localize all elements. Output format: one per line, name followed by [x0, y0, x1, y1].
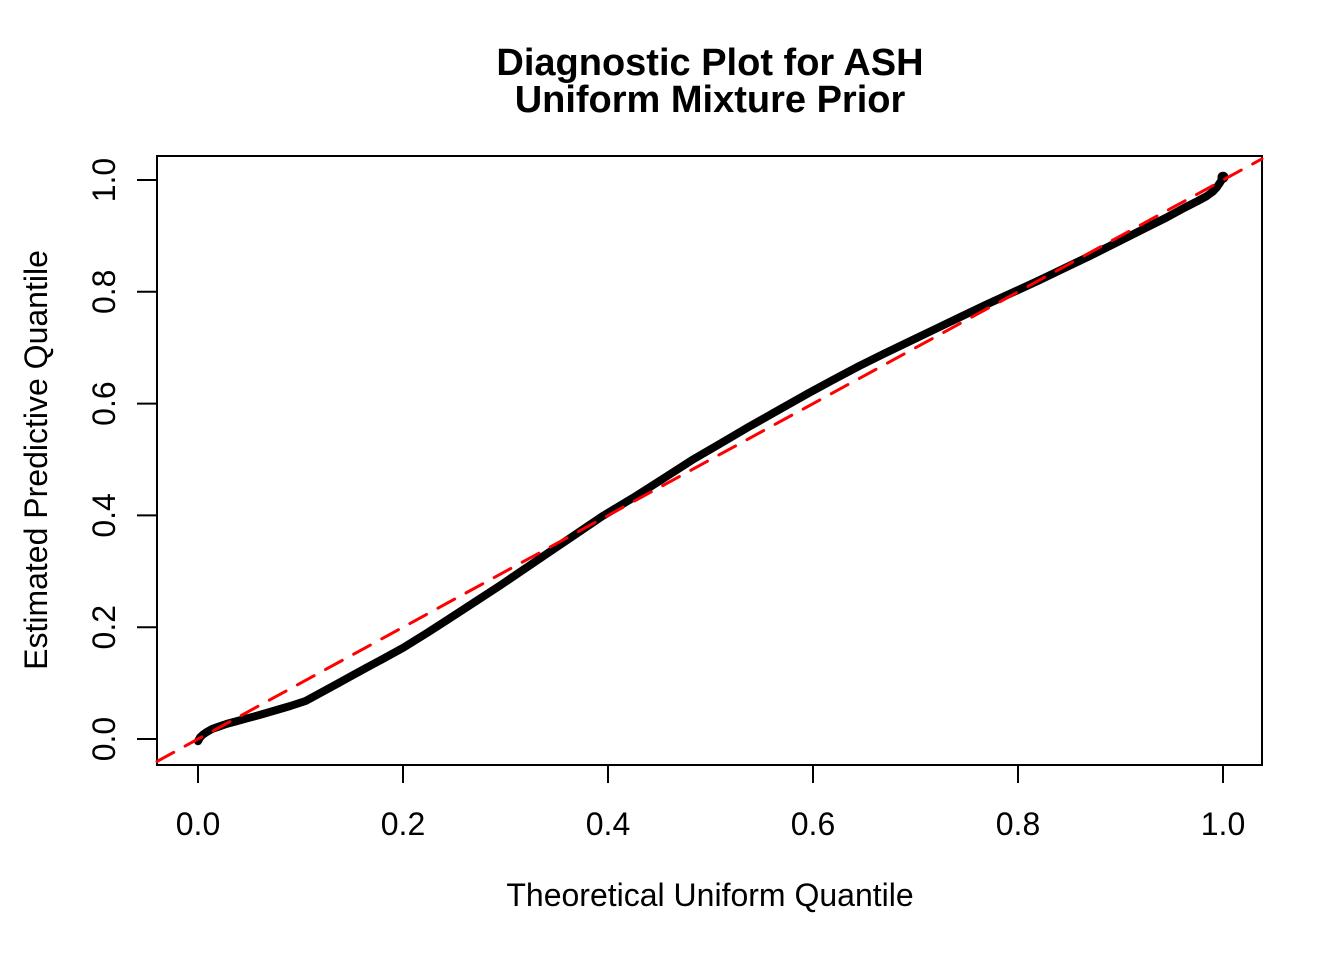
plot-title-line-1: Diagnostic Plot for ASH	[496, 42, 923, 84]
y-tick-label: 0.8	[86, 270, 122, 314]
plot-frame	[156, 155, 1263, 766]
x-tick-label: 0.4	[586, 806, 630, 842]
x-tick-label: 0.0	[176, 806, 220, 842]
x-tick-label: 0.2	[381, 806, 425, 842]
plot-series	[155, 157, 1264, 763]
x-axis: 0.0 0.2 0.4 0.6 0.8 1.0	[176, 765, 1245, 842]
estimated-predictive-quantile-curve	[194, 173, 1227, 746]
y-axis-title: Estimated Predictive Quantile	[18, 250, 54, 670]
y-tick-label: 1.0	[86, 158, 122, 202]
x-tick-label: 1.0	[1201, 806, 1245, 842]
plot-title-line-2: Uniform Mixture Prior	[515, 79, 906, 121]
y-tick-label: 0.6	[86, 381, 122, 425]
y-axis: 0.0 0.2 0.4 0.6 0.8 1.0	[86, 158, 157, 761]
y-tick-label: 0.4	[86, 493, 122, 537]
y-tick-label: 0.0	[86, 717, 122, 761]
y-tick-label: 0.2	[86, 605, 122, 649]
x-tick-label: 0.8	[996, 806, 1040, 842]
identity-reference-line	[155, 157, 1264, 763]
x-axis-title: Theoretical Uniform Quantile	[506, 877, 913, 913]
x-tick-label: 0.6	[791, 806, 835, 842]
